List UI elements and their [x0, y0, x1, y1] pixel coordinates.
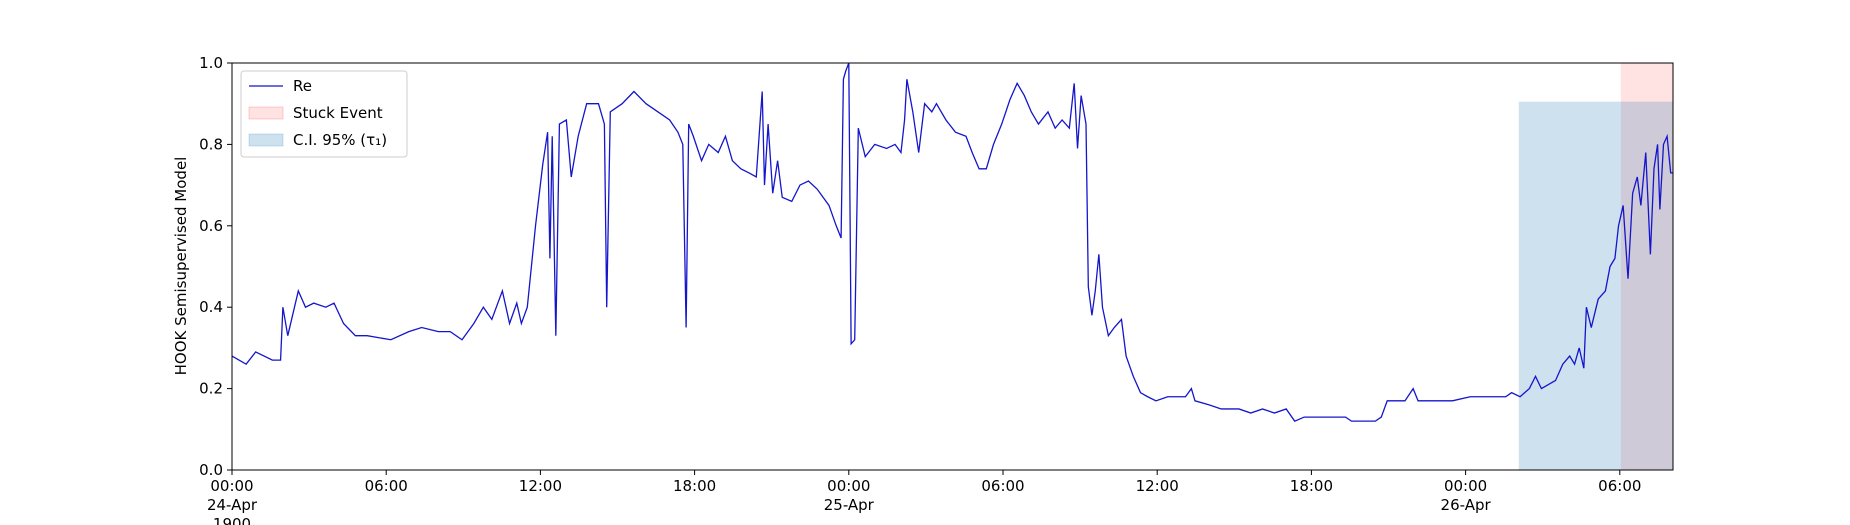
y-tick-label: 1.0	[199, 54, 223, 72]
x-tick-label: 12:00	[1136, 477, 1179, 495]
legend-box	[240, 70, 408, 158]
y-tick-label: 0.0	[199, 461, 223, 479]
legend-label: Re	[293, 77, 312, 95]
y-axis-label: HOOK Semisupervised Model	[172, 157, 190, 376]
y-tick-label: 0.8	[199, 135, 223, 153]
shaded-span	[1620, 63, 1673, 470]
x-tick-label: 18:00	[673, 477, 716, 495]
legend-label: C.I. 95% (τ₁)	[293, 131, 387, 149]
legend-swatch	[248, 133, 284, 147]
x-tick-label: 18:00	[1290, 477, 1333, 495]
x-tick-label: 00:00 26-Apr	[1441, 477, 1492, 514]
plot-frame	[231, 62, 1674, 471]
legend-swatch	[248, 106, 284, 120]
x-tick-label: 00:00 25-Apr	[824, 477, 875, 514]
y-tick-label: 0.4	[199, 298, 223, 316]
x-tick-label: 06:00	[365, 477, 408, 495]
y-tick-label: 0.6	[199, 217, 223, 235]
x-tick-label: 06:00	[981, 477, 1024, 495]
x-tick-label: 12:00	[519, 477, 562, 495]
x-tick-label: 06:00	[1598, 477, 1641, 495]
data-line	[231, 62, 1673, 422]
shaded-span	[1518, 101, 1673, 470]
y-tick-label: 0.2	[199, 380, 223, 398]
legend-label: Stuck Event	[293, 104, 383, 122]
x-tick-label: 00:00 24-Apr 1900	[207, 477, 258, 525]
